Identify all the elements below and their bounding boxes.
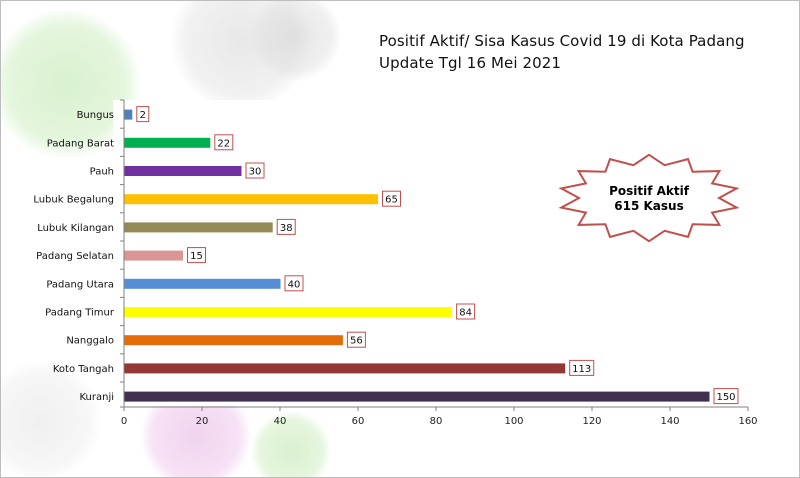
bar	[124, 250, 183, 261]
bar	[124, 166, 242, 176]
data-label: 40	[288, 279, 301, 290]
bar	[124, 137, 211, 148]
bar	[124, 391, 710, 402]
category-label: Padang Barat	[47, 138, 114, 149]
category-label: Padang Timur	[45, 308, 115, 319]
x-tick-label: 60	[352, 416, 365, 427]
data-label: 38	[280, 223, 293, 234]
x-tick-label: 160	[738, 416, 757, 427]
x-tick-label: 80	[430, 416, 443, 427]
data-label: 56	[350, 336, 363, 347]
x-tick-label: 120	[582, 416, 601, 427]
data-label-box	[382, 190, 401, 207]
data-label-box	[276, 218, 296, 235]
x-tick-label: 140	[660, 416, 679, 427]
badge-line1: Positif Aktif	[609, 184, 690, 198]
bar	[124, 307, 453, 317]
plot-area	[113, 100, 749, 406]
bar	[124, 278, 281, 289]
x-tick-label: 0	[121, 416, 127, 427]
data-label-box	[346, 331, 366, 348]
data-label: 113	[572, 364, 591, 375]
data-label: 65	[385, 195, 398, 206]
category-label: Kuranji	[79, 392, 114, 403]
data-label: 30	[249, 167, 262, 178]
chart-axes: 0 20 40 60 80 100 120 140 160 Bungus Padang Barat P…	[33, 99, 758, 427]
data-label-box	[713, 388, 739, 405]
category-label: Lubuk Kilangan	[37, 223, 114, 234]
chart-title-line2: Update Tgl 16 Mei 2021	[379, 54, 562, 72]
badge-starburst	[558, 153, 740, 243]
data-label: 22	[217, 138, 230, 149]
data-label-box	[136, 106, 150, 123]
category-label: Nanggalo	[66, 336, 114, 347]
chart-title-line1: Positif Aktif/ Sisa Kasus Covid 19 di Ko…	[379, 32, 745, 50]
data-label: 150	[716, 392, 735, 403]
data-label-box	[245, 162, 265, 179]
x-tick-label: 100	[504, 416, 523, 427]
data-label-box	[187, 247, 206, 264]
data-label: 84	[459, 308, 472, 319]
category-label: Pauh	[90, 167, 114, 178]
bar	[124, 222, 273, 233]
category-label: Padang Selatan	[36, 251, 114, 262]
data-label: 15	[190, 251, 203, 262]
badge-line2: 615 Kasus	[614, 199, 683, 213]
category-label: Koto Tangah	[53, 364, 114, 375]
category-label: Lubuk Begalung	[33, 195, 114, 206]
data-label-box	[569, 359, 595, 376]
category-label: Bungus	[77, 110, 114, 121]
data-label-box	[284, 275, 304, 292]
data-label: 2	[140, 110, 146, 121]
x-tick-label: 40	[274, 416, 287, 427]
bar	[124, 109, 133, 120]
bar	[124, 194, 378, 205]
bar	[124, 363, 566, 374]
bar	[124, 335, 343, 346]
category-label: Padang Utara	[46, 279, 114, 290]
data-label-box	[456, 303, 476, 320]
data-label-box	[214, 134, 234, 151]
x-tick-label: 20	[196, 416, 209, 427]
total-badge: Positif Aktif 615 Kasus	[558, 153, 740, 243]
